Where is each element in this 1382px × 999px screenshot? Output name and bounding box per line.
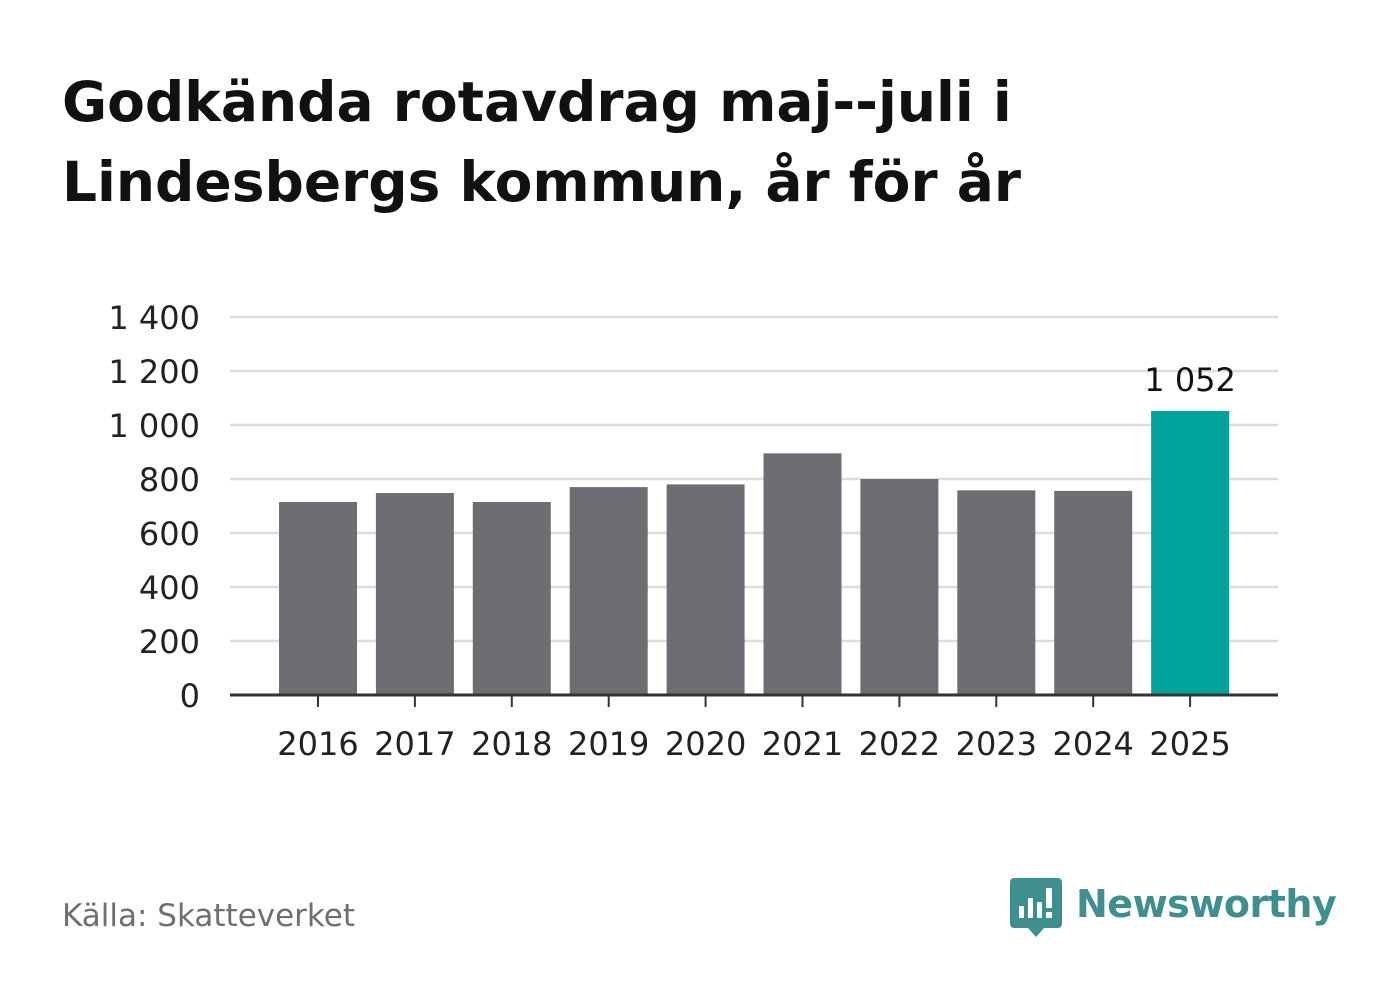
x-tick-label: 2016 <box>277 725 358 763</box>
brand-name: Newsworthy <box>1076 882 1337 926</box>
axes <box>230 693 1278 707</box>
y-tick-label: 1 200 <box>108 353 200 391</box>
x-tick-label: 2019 <box>568 725 649 763</box>
source-note: Källa: Skatteverket <box>62 898 356 934</box>
y-tick-label: 1 400 <box>108 299 200 337</box>
x-tick-label: 2017 <box>374 725 455 763</box>
chart-title-line-1: Godkända rotavdrag maj--juli i <box>62 70 1012 134</box>
x-tick-label: 2025 <box>1149 725 1230 763</box>
brand-logo: Newsworthy <box>1010 878 1337 940</box>
newsworthy-logo-icon <box>1010 878 1062 937</box>
y-tick-label: 200 <box>139 623 200 661</box>
bar <box>666 484 745 695</box>
y-tick-label: 800 <box>139 461 200 499</box>
data-label: 1 052 <box>1144 361 1236 399</box>
x-tick-label: 2021 <box>762 725 843 763</box>
bars <box>279 410 1230 695</box>
y-tick-label: 600 <box>139 515 200 553</box>
bar <box>1151 410 1230 695</box>
x-tick-label: 2020 <box>665 725 746 763</box>
x-tick-label: 2024 <box>1052 725 1133 763</box>
bar <box>860 479 939 695</box>
bar <box>763 453 842 695</box>
y-tick-label: 0 <box>180 677 200 715</box>
chart-title-line-2: Lindesbergs kommun, år för år <box>62 150 1021 214</box>
labels: 0 200 400 600 800 1 000 1 200 1 400 2016 2017 2018… <box>108 299 1236 763</box>
x-tick-label: 2018 <box>471 725 552 763</box>
x-tick-label: 2023 <box>956 725 1037 763</box>
x-tick-label: 2022 <box>859 725 940 763</box>
bar <box>375 493 454 695</box>
bar <box>279 501 357 695</box>
y-tick-label: 400 <box>139 569 200 607</box>
y-tick-label: 1 000 <box>108 407 200 445</box>
bar <box>1054 490 1133 695</box>
chart-title: Godkända rotavdrag maj--juli i Lindesber… <box>62 62 1242 222</box>
bar <box>569 487 648 695</box>
bar <box>472 501 551 695</box>
bar <box>957 490 1036 695</box>
